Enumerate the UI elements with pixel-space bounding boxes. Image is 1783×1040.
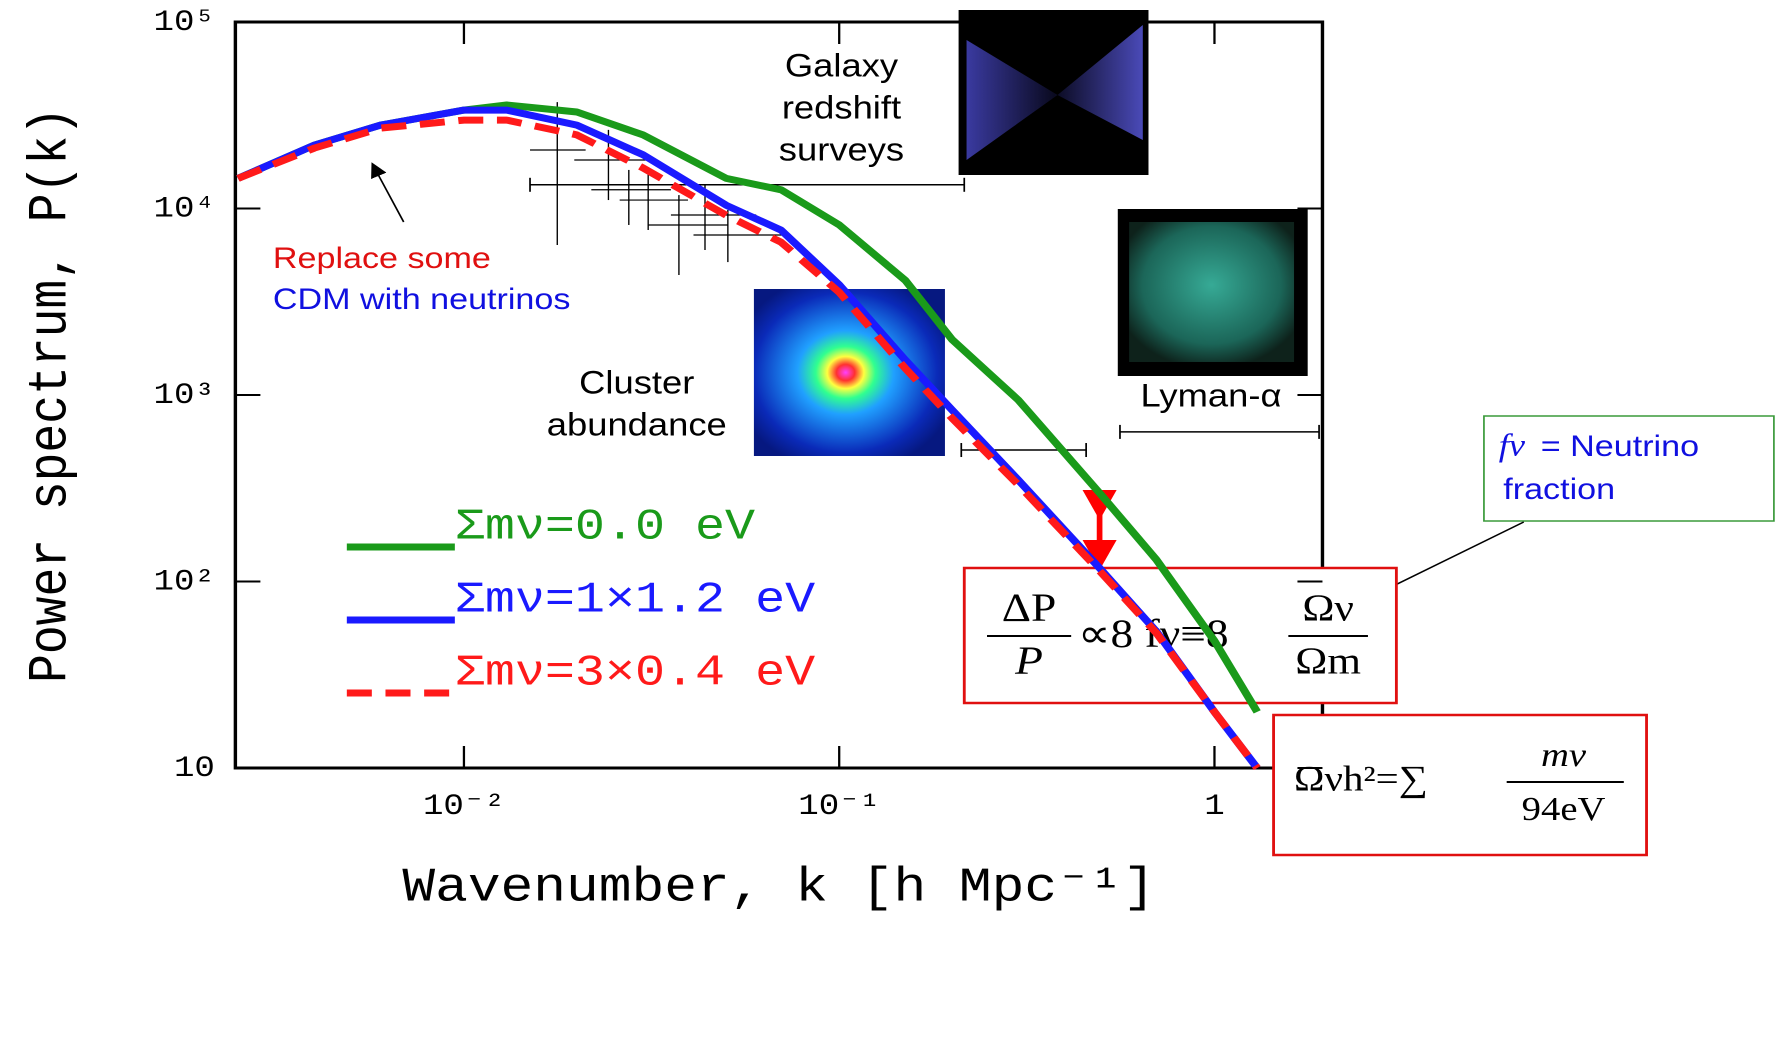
formula-numerator: mν (1541, 736, 1587, 773)
range-label: Cluster (579, 365, 694, 400)
x-tick-label: 10⁻¹ (798, 789, 880, 824)
formula-denominator: Ωm (1295, 640, 1361, 682)
formula-denominator: 94eV (1522, 790, 1606, 827)
y-tick-label: 10⁴ (154, 191, 215, 226)
formula-numerator: ΔP (1002, 587, 1057, 631)
annotation: Replace some (273, 241, 491, 275)
x-tick-label: 1 (1204, 789, 1224, 824)
series-line (236, 116, 1261, 770)
annotation: CDM with neutrinos (273, 282, 571, 316)
annotation-arrow (371, 162, 405, 223)
lyman-web (1129, 222, 1295, 362)
y-axis-title: Power spectrum, P(k) (21, 107, 83, 683)
y-tick-label: 10² (154, 564, 215, 599)
formula-denominator: P (1014, 640, 1043, 684)
galaxy-cones (966, 25, 1143, 160)
y-tick-label: 10⁵ (154, 5, 215, 40)
range-label: surveys (779, 132, 904, 167)
range-label: redshift (782, 90, 902, 125)
definition-symbol: fν (1499, 427, 1526, 462)
formula-numerator: Ων (1302, 587, 1354, 629)
x-tick-label: 10⁻² (423, 789, 505, 824)
y-tick-label: 10³ (154, 378, 215, 413)
legend-label: Σmν=1×1.2 eV (455, 576, 816, 625)
formula-lhs: Ωνh²=∑ (1294, 759, 1428, 798)
definition-text: = Neutrino (1541, 429, 1699, 463)
range-label: Lyman-α (1141, 378, 1282, 413)
definition-text: fraction (1503, 472, 1615, 506)
legend-label: Σmν=3×0.4 eV (455, 649, 816, 698)
range-label: abundance (547, 407, 727, 442)
definition-box (1483, 415, 1775, 522)
range-label: Galaxy (785, 48, 899, 83)
formula-box (1272, 713, 1648, 857)
series-line (236, 106, 1261, 770)
y-tick-label: 10 (174, 751, 215, 786)
x-axis-title: Wavenumber, k [h Mpc⁻¹] (402, 861, 1155, 915)
legend-label: Σmν=0.0 eV (455, 503, 756, 552)
